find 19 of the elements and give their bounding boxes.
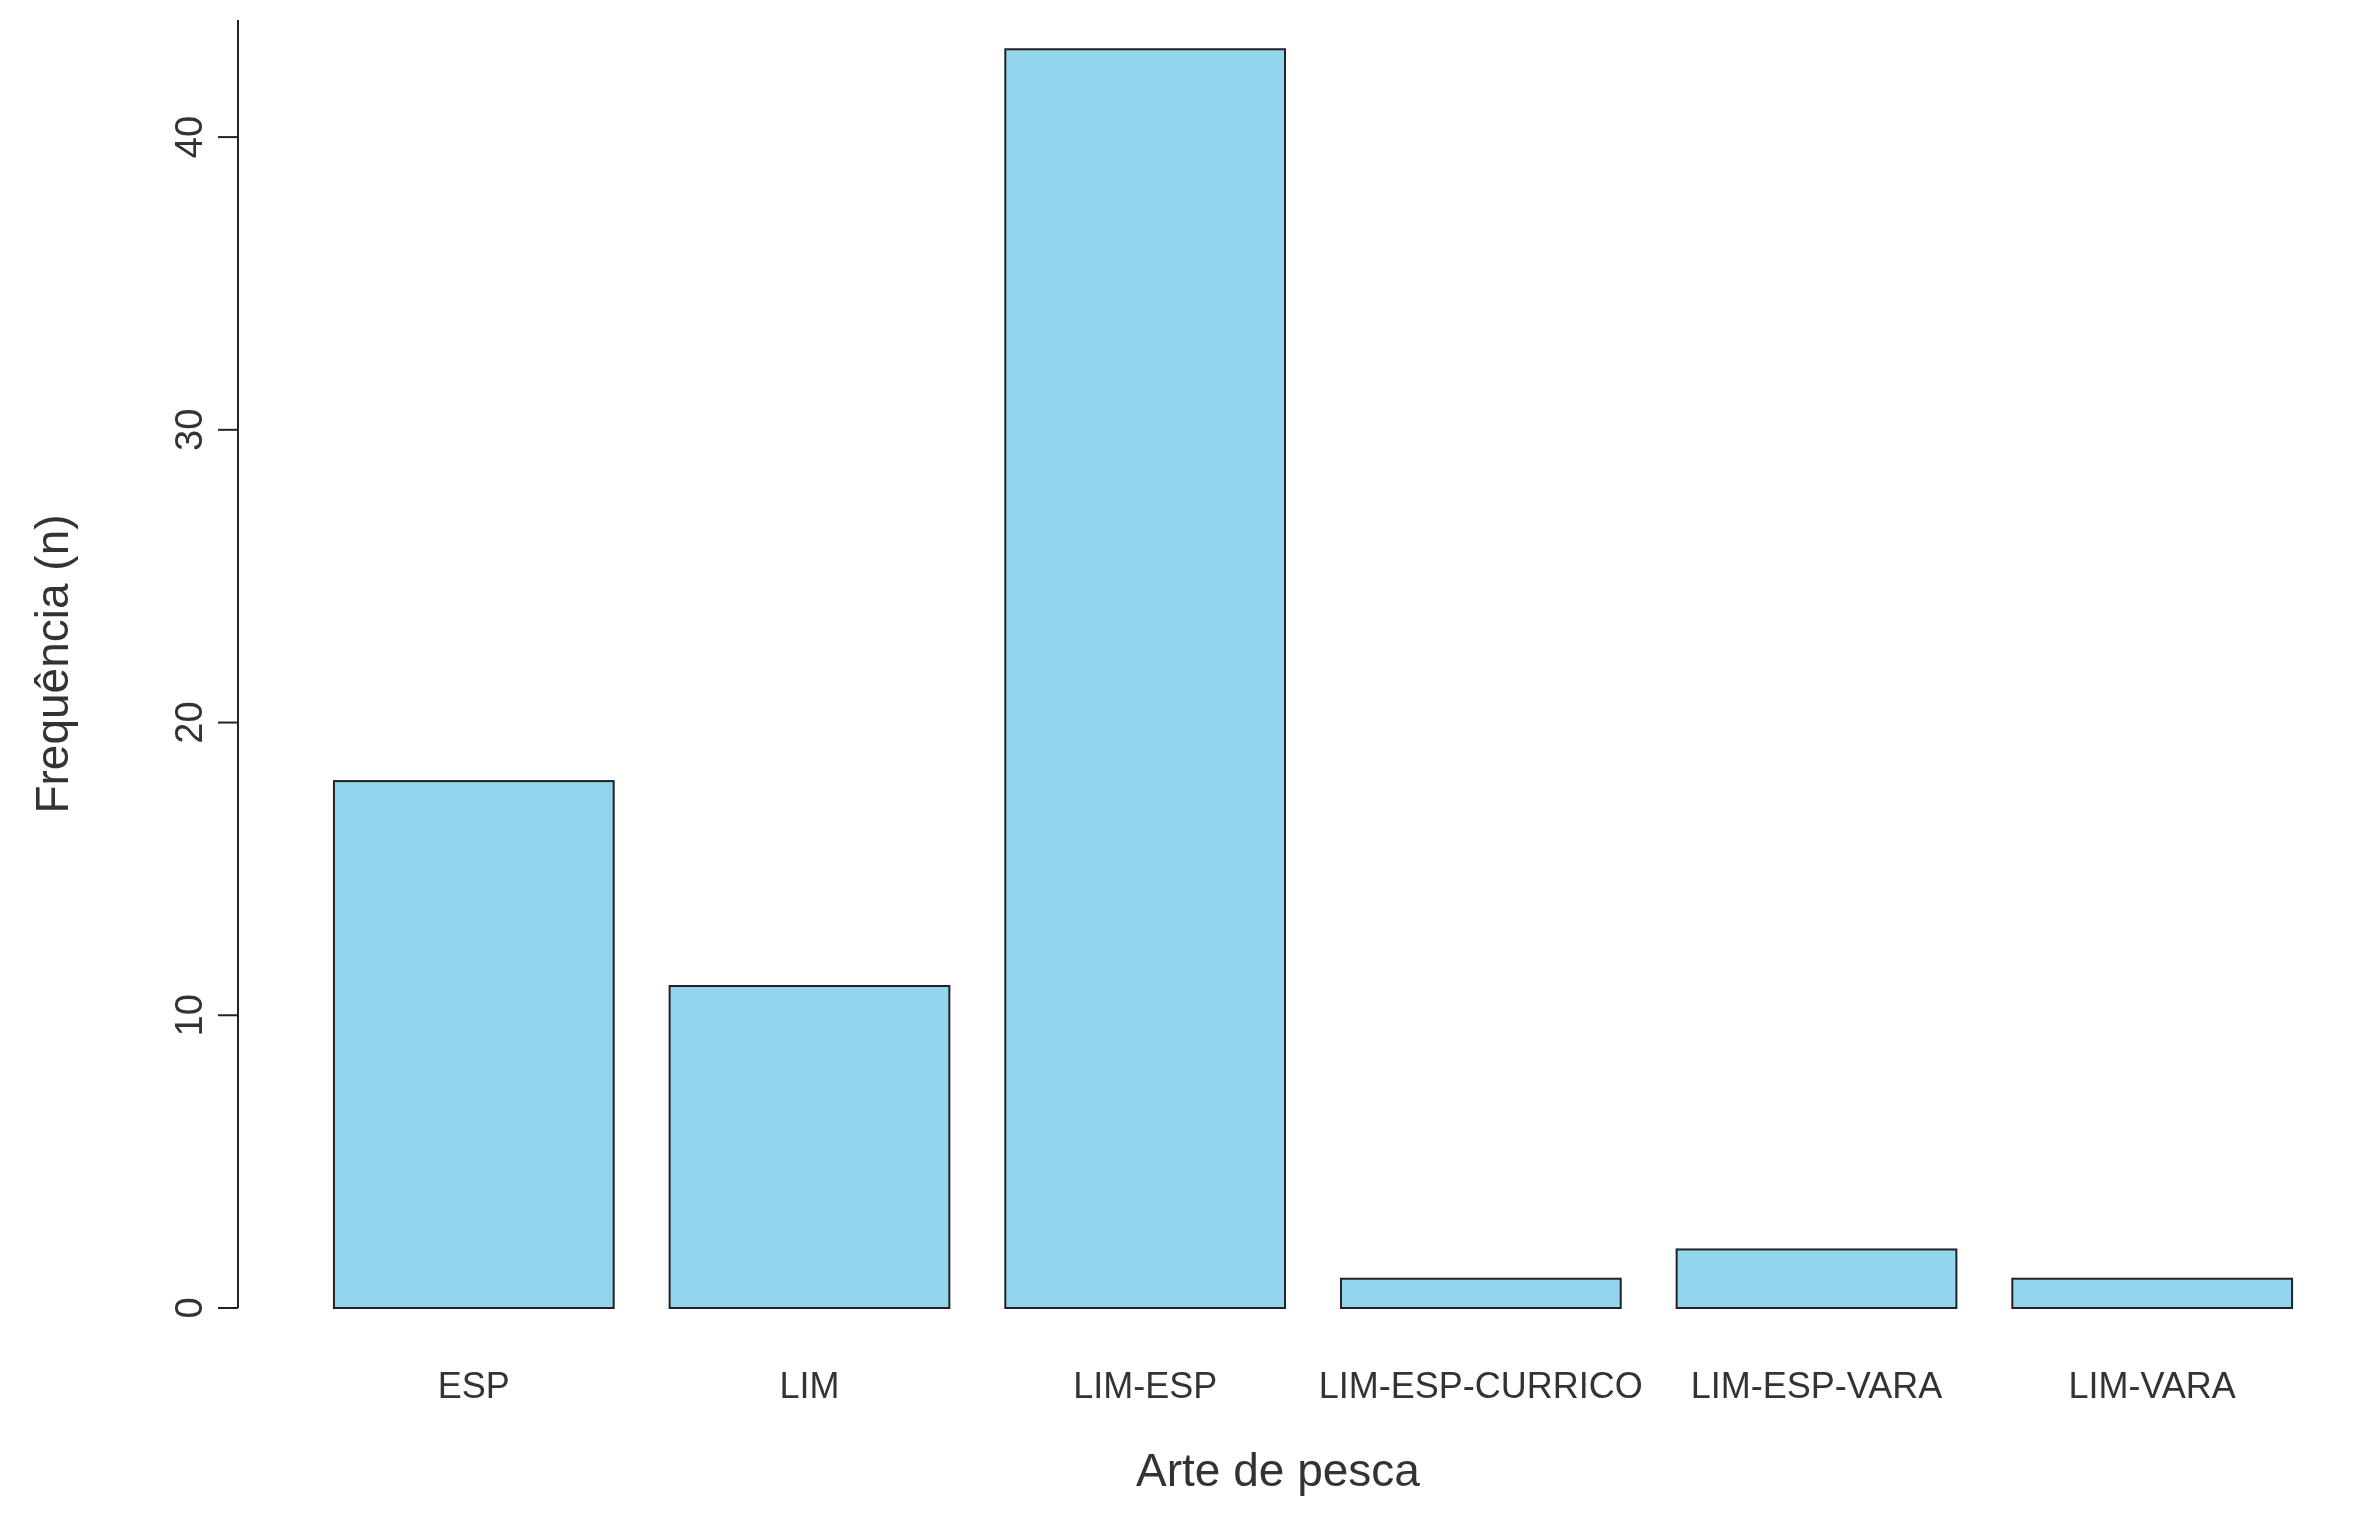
x-tick-label: LIM-VARA [2068, 1365, 2236, 1406]
y-axis-title: Frequência (n) [26, 514, 78, 814]
x-tick-label: LIM-ESP [1073, 1365, 1218, 1406]
bar [668, 985, 951, 1309]
y-tick-label: 30 [168, 408, 210, 451]
x-tick-label: LIM [779, 1365, 840, 1406]
y-tick-label: 10 [168, 994, 210, 1037]
y-tick-label: 0 [168, 1297, 210, 1319]
x-tick-label: LIM-ESP-VARA [1690, 1365, 1943, 1406]
y-tick-label: 20 [168, 701, 210, 744]
x-tick-label: ESP [437, 1365, 510, 1406]
y-tick-label: 40 [168, 115, 210, 159]
bar [332, 780, 615, 1309]
x-axis-title: Arte de pesca [1136, 1444, 1421, 1496]
bar [1675, 1248, 1958, 1309]
bar [1004, 48, 1287, 1309]
bar [1339, 1277, 1622, 1309]
x-tick-label: LIM-ESP-CURRICO [1318, 1365, 1643, 1406]
bar [2011, 1277, 2294, 1309]
